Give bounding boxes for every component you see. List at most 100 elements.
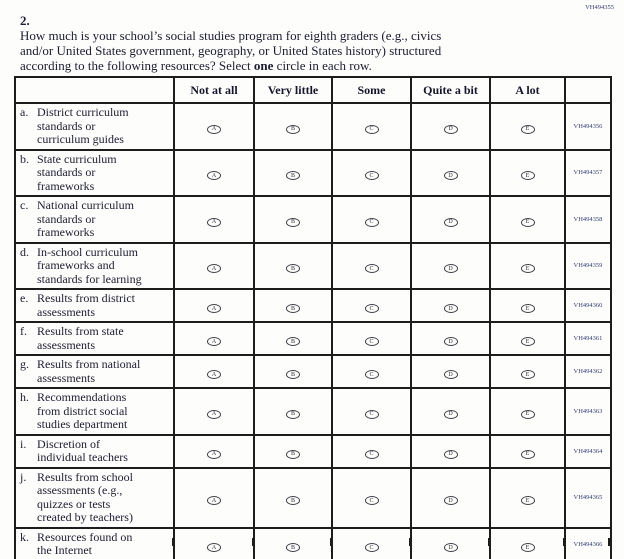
bubble-quite-a-bit[interactable]: D — [443, 264, 458, 274]
row-letter: f. — [20, 324, 27, 338]
bubble-very-little[interactable]: B — [286, 171, 300, 181]
bubble-some[interactable]: C — [364, 543, 379, 552]
bubble-some[interactable]: C — [364, 449, 379, 459]
bubble-very-little[interactable]: B — [286, 543, 300, 552]
row-label: Recommendations from district social stu… — [37, 390, 128, 431]
row-code: VH494365 — [564, 466, 612, 529]
answer-cell-some: C — [331, 387, 412, 436]
bubble-a-lot[interactable]: E — [520, 449, 535, 459]
answer-cell-not-at-all: A — [173, 102, 255, 151]
answer-cell-a-lot: E — [489, 526, 566, 559]
bubble-a-lot[interactable]: E — [520, 543, 535, 552]
bubble-some[interactable]: C — [364, 409, 379, 419]
bubble-quite-a-bit[interactable]: D — [443, 124, 458, 134]
question-line-2: and/or United States government, geograp… — [20, 43, 442, 58]
bubble-quite-a-bit[interactable]: D — [443, 496, 458, 505]
bubble-not-at-all[interactable]: A — [207, 496, 221, 505]
answer-cell-very-little: B — [253, 466, 333, 529]
answer-cell-quite-a-bit: D — [410, 433, 491, 469]
answer-cell-not-at-all: A — [173, 466, 255, 529]
bubble-quite-a-bit[interactable]: D — [443, 304, 458, 313]
bubble-not-at-all[interactable]: A — [207, 264, 221, 274]
table-cut-line — [252, 538, 254, 546]
table-row: f. Results from state assessments A B C … — [14, 321, 612, 356]
bubble-a-lot[interactable]: E — [520, 337, 535, 346]
bubble-a-lot[interactable]: E — [520, 370, 535, 379]
bubble-very-little[interactable]: B — [286, 124, 300, 134]
bubble-very-little[interactable]: B — [286, 217, 300, 227]
bubble-some[interactable]: C — [364, 370, 379, 379]
row-label: Results from state assessments — [37, 324, 124, 352]
row-code: VH494362 — [564, 354, 612, 389]
table-row: k. Resources found on the Internet A B C… — [14, 526, 612, 559]
bubble-not-at-all[interactable]: A — [207, 124, 221, 134]
code-column-header — [564, 76, 612, 104]
bubble-quite-a-bit[interactable]: D — [443, 370, 458, 379]
bubble-not-at-all[interactable]: A — [207, 409, 221, 419]
answer-cell-a-lot: E — [489, 354, 566, 389]
answer-cell-not-at-all: A — [173, 288, 255, 323]
question-text: How much is your school’s social studies… — [20, 28, 580, 73]
bubble-very-little[interactable]: B — [286, 370, 300, 379]
bubble-a-lot[interactable]: E — [520, 304, 535, 313]
question-number: 2. — [20, 13, 30, 28]
header-row: Not at all Very little Some Quite a bit … — [14, 76, 612, 104]
bubble-a-lot[interactable]: E — [520, 124, 535, 134]
bubble-a-lot[interactable]: E — [520, 496, 535, 505]
row-code: VH494359 — [564, 241, 612, 290]
bubble-not-at-all[interactable]: A — [207, 370, 221, 379]
bubble-very-little[interactable]: B — [286, 409, 300, 419]
row-letter: g. — [20, 357, 29, 371]
bubble-not-at-all[interactable]: A — [207, 304, 221, 313]
row-letter: e. — [20, 291, 29, 305]
answer-cell-some: C — [331, 102, 412, 151]
bubble-quite-a-bit[interactable]: D — [443, 543, 458, 552]
bubble-quite-a-bit[interactable]: D — [443, 409, 458, 419]
row-label: State curriculum standards or frameworks — [37, 151, 117, 193]
answer-cell-quite-a-bit: D — [410, 466, 491, 529]
bubble-some[interactable]: C — [364, 217, 379, 227]
bubble-a-lot[interactable]: E — [520, 171, 535, 181]
page-accession-code: VH494355 — [585, 4, 614, 11]
row-letter: h. — [20, 390, 29, 404]
bubble-some[interactable]: C — [364, 304, 379, 313]
answer-cell-very-little: B — [253, 354, 333, 389]
bubble-not-at-all[interactable]: A — [207, 217, 221, 227]
bubble-very-little[interactable]: B — [286, 449, 300, 459]
bubble-quite-a-bit[interactable]: D — [443, 171, 458, 181]
bubble-not-at-all[interactable]: A — [207, 337, 221, 346]
bubble-a-lot[interactable]: E — [520, 409, 535, 419]
column-header-quite-a-bit: Quite a bit — [410, 76, 491, 104]
table-cut-line — [409, 538, 411, 546]
row-code: VH494358 — [564, 195, 612, 244]
bubble-some[interactable]: C — [364, 264, 379, 274]
table-row: c. National curriculum standards or fram… — [14, 195, 612, 244]
bubble-very-little[interactable]: B — [286, 496, 300, 505]
bubble-some[interactable]: C — [364, 337, 379, 346]
answer-cell-very-little: B — [253, 102, 333, 151]
bubble-some[interactable]: C — [364, 171, 379, 181]
answer-cell-not-at-all: A — [173, 148, 255, 197]
bubble-quite-a-bit[interactable]: D — [443, 449, 458, 459]
bubble-very-little[interactable]: B — [286, 337, 300, 346]
bubble-not-at-all[interactable]: A — [207, 449, 221, 459]
row-letter: a. — [20, 105, 29, 119]
bubble-not-at-all[interactable]: A — [207, 543, 221, 552]
question-line-3: according to the following resources? Se… — [20, 58, 372, 73]
answer-cell-quite-a-bit: D — [410, 321, 491, 356]
bubble-very-little[interactable]: B — [286, 264, 300, 274]
answer-cell-a-lot: E — [489, 433, 566, 469]
bubble-quite-a-bit[interactable]: D — [443, 337, 458, 346]
bubble-a-lot[interactable]: E — [520, 217, 535, 227]
bubble-some[interactable]: C — [364, 496, 379, 505]
bubble-a-lot[interactable]: E — [520, 264, 535, 274]
answer-cell-quite-a-bit: D — [410, 354, 491, 389]
bubble-quite-a-bit[interactable]: D — [443, 217, 458, 227]
row-letter: i. — [20, 436, 27, 451]
answer-cell-a-lot: E — [489, 387, 566, 436]
bubble-some[interactable]: C — [364, 124, 379, 134]
answer-cell-some: C — [331, 526, 412, 559]
corner-cell — [14, 76, 175, 104]
bubble-very-little[interactable]: B — [286, 304, 300, 313]
bubble-not-at-all[interactable]: A — [207, 171, 221, 181]
